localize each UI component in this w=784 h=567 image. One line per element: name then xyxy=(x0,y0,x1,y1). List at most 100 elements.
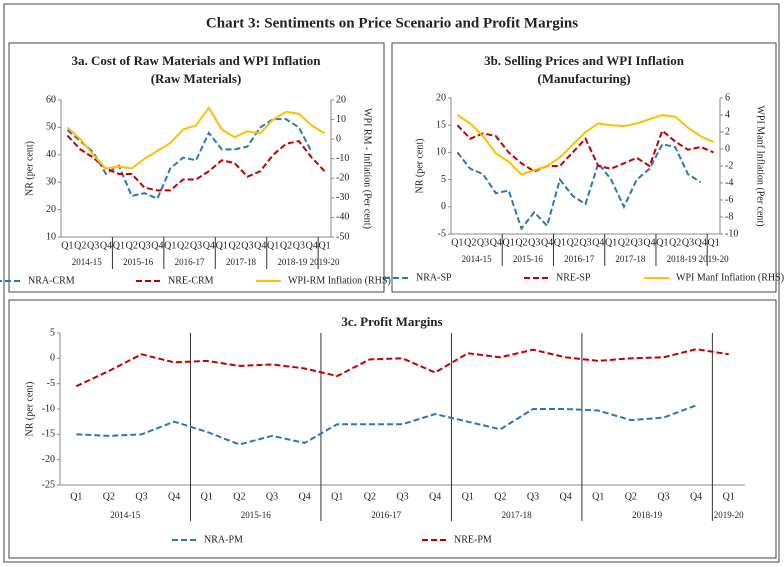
y-axis-title: NR (per cent) xyxy=(414,139,425,194)
x-tick-label: Q4 xyxy=(592,237,604,248)
x-tick-label: Q1 xyxy=(318,240,330,251)
series-line xyxy=(75,348,729,388)
group-label: 2015-16 xyxy=(123,257,153,267)
panel-frame xyxy=(391,42,777,293)
x-tick-label: Q4 xyxy=(541,237,553,248)
legend-label: NRA-SP xyxy=(416,272,452,283)
x-tick-label: Q4 xyxy=(690,491,702,502)
y-tick-label: 50 xyxy=(46,122,56,133)
panel-title: 3b. Selling Prices and WPI Inflation xyxy=(484,53,685,68)
x-tick-label: Q4 xyxy=(203,240,215,251)
y-tick-label: 40 xyxy=(46,149,56,160)
x-tick-label: Q1 xyxy=(267,240,279,251)
group-label: 2019-20 xyxy=(699,254,729,264)
y-tick-label: 5 xyxy=(441,174,446,185)
x-tick-label: Q1 xyxy=(164,240,176,251)
x-tick-label: Q3 xyxy=(87,240,99,251)
y2-tick-label: 0 xyxy=(725,143,730,154)
x-tick-label: Q3 xyxy=(241,240,253,251)
group-label: 2015-16 xyxy=(241,510,271,520)
x-tick-label: Q1 xyxy=(707,237,719,248)
group-label: 2017-18 xyxy=(615,254,645,264)
legend-label: NRA-CRM xyxy=(28,275,75,286)
x-tick-label: Q3 xyxy=(528,237,540,248)
x-tick-label: Q2 xyxy=(669,237,681,248)
x-tick-label: Q1 xyxy=(462,491,474,502)
x-tick-label: Q1 xyxy=(451,237,463,248)
x-tick-label: Q2 xyxy=(567,237,579,248)
legend-label: NRE-PM xyxy=(454,534,492,545)
figure-title: Chart 3: Sentiments on Price Scenario an… xyxy=(206,15,578,31)
group-label: 2019-20 xyxy=(714,510,744,520)
x-tick-label: Q1 xyxy=(331,491,343,502)
legend-label: NRE-CRM xyxy=(168,275,214,286)
y2-tick-label: -50 xyxy=(336,231,349,242)
series-line xyxy=(456,143,702,231)
legend-label: NRE-SP xyxy=(556,272,591,283)
x-tick-label: Q1 xyxy=(70,491,82,502)
group-label: 2018-19 xyxy=(632,510,662,520)
group-label: 2018-19 xyxy=(277,257,307,267)
x-tick-label: Q3 xyxy=(396,491,408,502)
y2-tick-label: -40 xyxy=(336,212,349,223)
x-tick-label: Q4 xyxy=(490,237,502,248)
x-tick-label: Q3 xyxy=(527,491,539,502)
x-tick-label: Q3 xyxy=(682,237,694,248)
y2-tick-label: -10 xyxy=(725,228,738,239)
x-tick-label: Q2 xyxy=(280,240,292,251)
group-label: 2015-16 xyxy=(513,254,543,264)
y-axis-title: NR (per cent) xyxy=(24,382,35,437)
group-label: 2014-15 xyxy=(462,254,492,264)
y-tick-label: 0 xyxy=(50,353,55,364)
series-line xyxy=(66,118,313,200)
y2-tick-label: 20 xyxy=(336,94,346,105)
x-tick-label: Q3 xyxy=(477,237,489,248)
series-line xyxy=(66,106,326,170)
x-tick-label: Q1 xyxy=(216,240,228,251)
x-tick-label: Q2 xyxy=(464,237,476,248)
y2-tick-label: 10 xyxy=(336,114,346,125)
x-tick-label: Q2 xyxy=(625,491,637,502)
outer-frame xyxy=(3,3,780,563)
x-tick-label: Q1 xyxy=(61,240,73,251)
x-tick-label: Q3 xyxy=(579,237,591,248)
y-tick-label: 5 xyxy=(50,327,55,338)
x-tick-label: Q3 xyxy=(135,491,147,502)
y-tick-label: 10 xyxy=(46,231,56,242)
series-line xyxy=(66,134,326,192)
group-label: 2017-18 xyxy=(502,510,532,520)
y2-tick-label: 0 xyxy=(336,133,341,144)
x-tick-label: Q2 xyxy=(364,491,376,502)
x-tick-label: Q1 xyxy=(201,491,213,502)
group-label: 2018-19 xyxy=(667,254,697,264)
y2-tick-label: 4 xyxy=(725,109,730,120)
x-tick-label: Q2 xyxy=(177,240,189,251)
x-tick-label: Q2 xyxy=(618,237,630,248)
x-tick-label: Q3 xyxy=(190,240,202,251)
x-tick-label: Q2 xyxy=(103,491,115,502)
panel-title: 3c. Profit Margins xyxy=(341,314,442,329)
x-tick-label: Q4 xyxy=(100,240,112,251)
series-line xyxy=(456,113,715,176)
x-tick-label: Q2 xyxy=(494,491,506,502)
panel-title: 3a. Cost of Raw Materials and WPI Inflat… xyxy=(72,53,322,68)
x-tick-label: Q2 xyxy=(515,237,527,248)
x-tick-label: Q4 xyxy=(306,240,318,251)
y-tick-label: -5 xyxy=(438,228,446,239)
x-tick-label: Q4 xyxy=(695,237,707,248)
y-tick-label: 15 xyxy=(436,119,446,130)
y2-tick-label: 2 xyxy=(725,126,730,137)
group-label: 2016-17 xyxy=(371,510,401,520)
x-tick-label: Q1 xyxy=(723,491,735,502)
panel-subtitle: (Raw Materials) xyxy=(151,71,242,86)
group-label: 2019-20 xyxy=(310,257,340,267)
x-tick-label: Q4 xyxy=(168,491,180,502)
x-tick-label: Q2 xyxy=(228,240,240,251)
y2-tick-label: -10 xyxy=(336,153,349,164)
group-label: 2016-17 xyxy=(564,254,594,264)
y-tick-label: -10 xyxy=(42,403,55,414)
x-tick-label: Q4 xyxy=(429,491,441,502)
x-tick-label: Q1 xyxy=(605,237,617,248)
y2-tick-label: 6 xyxy=(725,92,730,103)
